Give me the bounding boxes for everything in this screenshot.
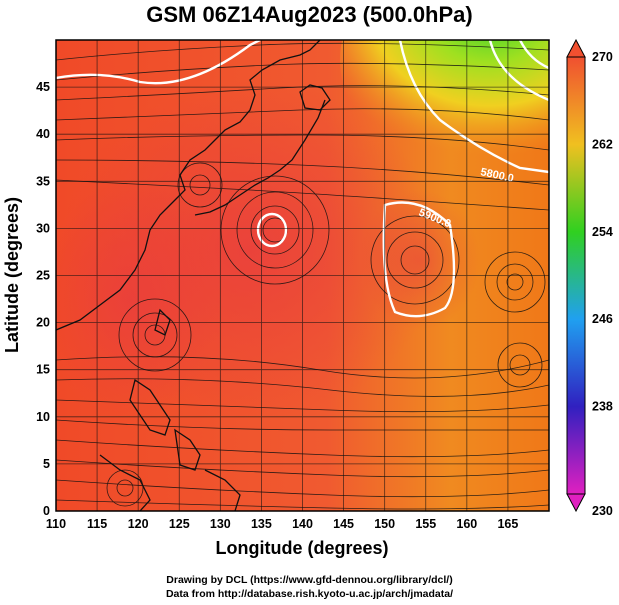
y-tick-label: 15 [36, 363, 50, 377]
x-axis-title: Longitude (degrees) [215, 538, 388, 558]
y-tick-label: 20 [36, 316, 50, 330]
credit-data-source: Data from http://database.rish.kyoto-u.a… [165, 588, 454, 600]
wind-streamlines [56, 42, 549, 510]
y-tick-label: 35 [36, 174, 50, 188]
credit-dcl: Drawing by DCL (https://www.gfd-dennou.o… [166, 574, 453, 586]
height-contours [56, 40, 549, 318]
x-tick-label: 160 [456, 517, 477, 531]
x-tick-label: 125 [169, 517, 190, 531]
x-tick-label: 165 [497, 517, 518, 531]
colorbar-tick-label: 254 [592, 225, 613, 239]
y-tick-label: 5 [43, 457, 50, 471]
y-axis-title: Latitude (degrees) [2, 197, 22, 353]
colorbar-tick-labels: 230 238 246 254 262 270 [592, 50, 613, 518]
x-tick-label: 135 [251, 517, 272, 531]
x-tick-label: 115 [87, 517, 107, 531]
colorbar-tick-label: 270 [592, 50, 613, 64]
x-tick-label: 110 [46, 517, 66, 531]
x-tick-label: 150 [374, 517, 395, 531]
y-tick-label: 45 [36, 80, 50, 94]
grid-lines [55, 40, 549, 512]
x-tick-label: 155 [415, 517, 436, 531]
y-tick-label: 25 [36, 269, 50, 283]
y-tick-label: 10 [36, 410, 50, 424]
y-tick-label: 0 [43, 504, 50, 518]
colorbar-top-arrow [566, 38, 586, 58]
y-tick-label: 30 [36, 221, 50, 235]
colorbar-tick-label: 262 [592, 137, 613, 151]
x-tick-label: 140 [292, 517, 313, 531]
colorbar-tick-label: 246 [592, 312, 613, 326]
y-tick-labels: 0 5 10 15 20 25 30 35 40 45 [36, 80, 50, 518]
y-tick-label: 40 [36, 127, 50, 141]
x-tick-label: 120 [128, 517, 149, 531]
colorbar-tick-label: 230 [592, 504, 613, 518]
x-tick-label: 130 [210, 517, 231, 531]
x-tick-labels: 110 115 120 125 130 135 140 145 150 155 160 165 [46, 517, 518, 531]
colorbar-body [566, 56, 586, 495]
temperature-field [56, 40, 549, 511]
colorbar-tick-label: 238 [592, 400, 613, 414]
colorbar-bottom-arrow [566, 493, 586, 513]
x-tick-label: 145 [333, 517, 354, 531]
plot-frame [55, 39, 550, 512]
colorbar: 230 238 246 254 262 270 [566, 38, 613, 518]
chart-title: GSM 06Z14Aug2023 (500.0hPa) [146, 2, 473, 27]
coastlines [56, 40, 331, 511]
